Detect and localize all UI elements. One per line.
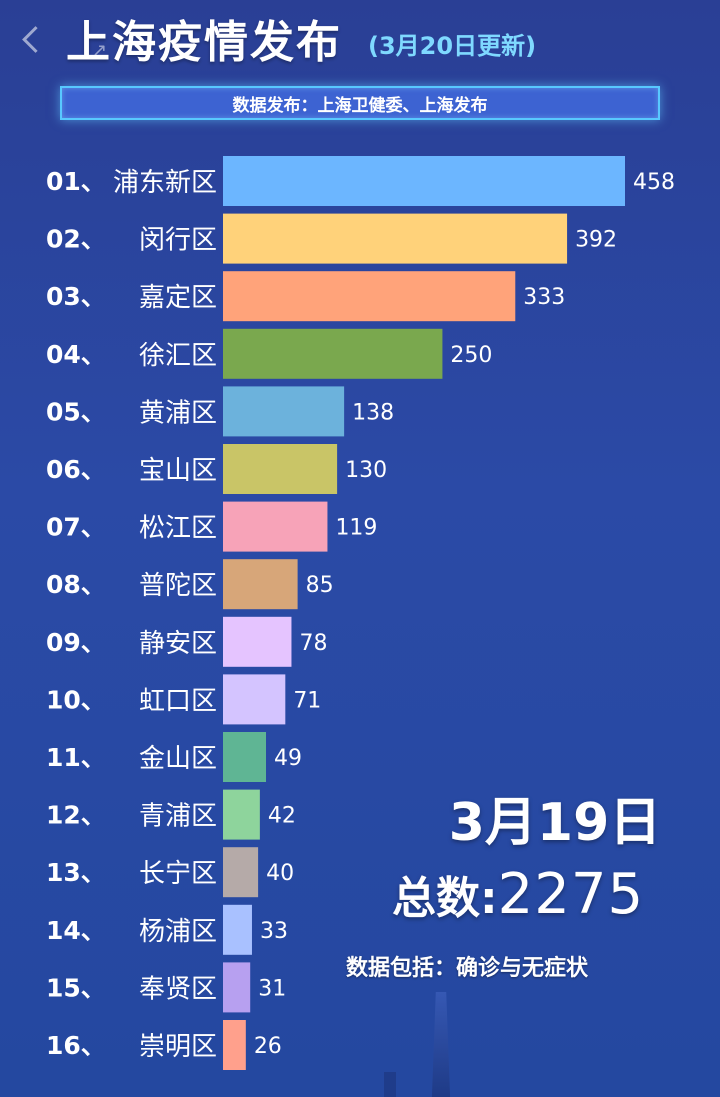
bar [223, 732, 267, 782]
category-rank: 12、 [46, 801, 106, 830]
bar-value-label: 42 [268, 804, 296, 829]
bar-value-label: 333 [523, 285, 565, 310]
category-rank: 13、 [46, 858, 106, 887]
category-rank: 07、 [46, 513, 106, 542]
bar-value-label: 130 [345, 458, 387, 483]
bar [223, 213, 568, 264]
category-label: 松江区 [139, 514, 217, 544]
category-rank: 04、 [46, 340, 106, 369]
category-label: 嘉定区 [139, 283, 217, 313]
bar [223, 444, 338, 494]
bar [223, 789, 260, 840]
category-rank: 16、 [46, 1031, 106, 1060]
bar [223, 386, 345, 437]
category-label: 徐汇区 [139, 341, 217, 371]
share-icon[interactable]: ↗ [92, 40, 108, 61]
bar-value-label: 458 [633, 170, 675, 195]
bar [223, 559, 298, 610]
total-value: 2275 [497, 862, 645, 927]
bar [223, 904, 252, 955]
bar [223, 328, 443, 379]
bar-value-label: 49 [274, 746, 302, 771]
skyline-tower [431, 992, 451, 1097]
category-label: 长宁区 [139, 859, 217, 889]
category-label: 黄浦区 [139, 398, 217, 428]
bar [223, 501, 328, 552]
category-label: 崇明区 [139, 1032, 217, 1062]
category-label: 青浦区 [139, 802, 217, 832]
page-subtitle: (3月20日更新) [368, 32, 537, 60]
category-label: 静安区 [139, 629, 217, 659]
category-label: 奉贤区 [139, 974, 217, 1004]
category-rank: 14、 [46, 916, 106, 945]
bar-value-label: 119 [335, 516, 377, 541]
category-rank: 03、 [46, 282, 106, 311]
category-label: 杨浦区 [139, 917, 217, 947]
bar [223, 271, 516, 322]
bar [223, 674, 286, 725]
page-title: 上海疫情发布 [66, 17, 342, 68]
total-row: 总数:2275 [392, 862, 644, 927]
category-label: 普陀区 [139, 571, 217, 601]
bar-value-label: 138 [352, 400, 394, 425]
category-label: 金山区 [139, 744, 217, 774]
category-label: 虹口区 [139, 686, 217, 716]
bar [223, 156, 625, 206]
category-label: 闵行区 [139, 226, 217, 256]
category-label: 浦东新区 [113, 168, 217, 198]
bar-value-label: 392 [575, 228, 617, 253]
category-rank: 15、 [46, 973, 106, 1002]
category-rank: 02、 [46, 225, 106, 254]
category-rank: 01、 [46, 167, 106, 196]
bar [223, 1020, 246, 1070]
bar [223, 616, 292, 667]
category-rank: 09、 [46, 628, 106, 657]
category-rank: 05、 [46, 397, 106, 426]
category-rank: 08、 [46, 570, 106, 599]
bar-value-label: 250 [450, 343, 492, 368]
data-note: 数据包括：确诊与无症状 [346, 956, 589, 981]
bar-value-label: 33 [260, 919, 288, 944]
skyline-building [384, 1072, 396, 1097]
bar [223, 847, 259, 898]
bar [223, 962, 251, 1013]
bar-value-label: 31 [258, 976, 286, 1001]
bar-value-label: 85 [306, 573, 334, 598]
bar-value-label: 71 [293, 688, 321, 713]
category-rank: 06、 [46, 455, 106, 484]
date-label: 3月19日 [448, 793, 662, 853]
category-rank: 10、 [46, 685, 106, 714]
source-banner: 数据发布：上海卫健委、上海发布 [60, 86, 660, 120]
category-label: 宝山区 [139, 456, 217, 486]
total-label: 总数: [392, 873, 498, 924]
bar-value-label: 26 [254, 1034, 282, 1059]
bar-value-label: 40 [266, 861, 294, 886]
category-rank: 11、 [46, 743, 106, 772]
bar-value-label: 78 [299, 631, 327, 656]
